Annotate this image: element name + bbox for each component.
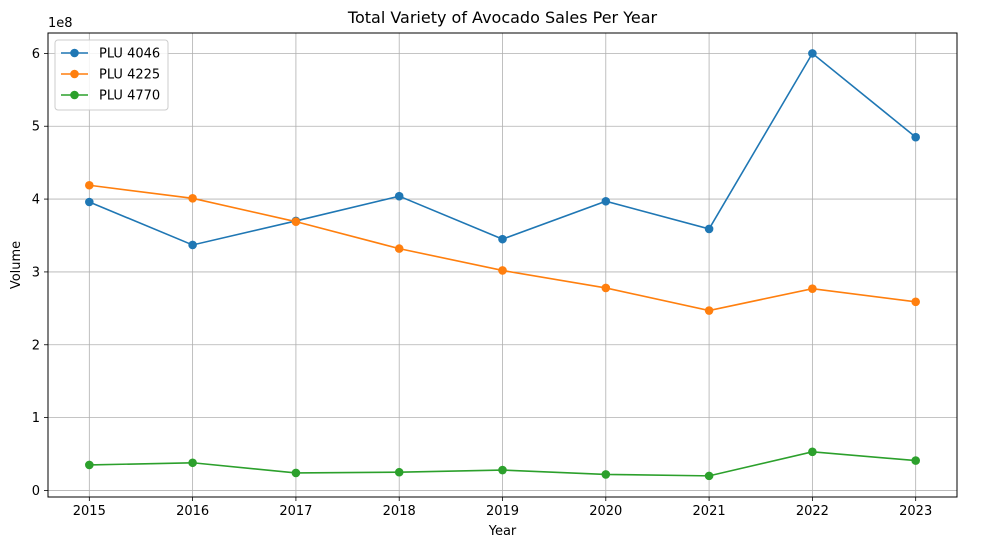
x-tick-label: 2020 bbox=[589, 504, 622, 519]
x-tick-label: 2018 bbox=[383, 504, 416, 519]
x-tick-label: 2021 bbox=[693, 504, 726, 519]
data-point bbox=[704, 471, 714, 481]
data-point bbox=[291, 468, 301, 478]
data-point bbox=[808, 49, 817, 58]
data-point bbox=[911, 297, 920, 307]
tick-layer: 2015 2016 2017 2018 2019 2020 2021 2022 2023 0 1 2 3… bbox=[32, 47, 933, 519]
x-axis-label: Year bbox=[488, 524, 517, 539]
legend-label: PLU 4225 bbox=[99, 68, 160, 83]
data-point bbox=[498, 266, 507, 275]
y-axis-offset-text: 1e8 bbox=[48, 16, 73, 31]
y-tick-label: 5 bbox=[32, 120, 40, 135]
series-layer bbox=[85, 49, 920, 481]
legend: PLU 4046 PLU 4225 PLU 4770 bbox=[54, 39, 169, 111]
legend-label: PLU 4046 bbox=[99, 47, 160, 62]
legend-box bbox=[54, 39, 169, 111]
data-point bbox=[291, 217, 301, 226]
x-tick-label: 2022 bbox=[796, 504, 829, 519]
y-axis-label: Volume bbox=[9, 241, 24, 289]
legend-marker bbox=[70, 69, 79, 79]
legend-marker bbox=[70, 48, 79, 58]
data-point bbox=[601, 470, 611, 479]
data-point bbox=[601, 283, 611, 293]
data-point bbox=[911, 456, 920, 465]
chart-title: Total Variety of Avocado Sales Per Year bbox=[347, 8, 658, 27]
y-tick-label: 4 bbox=[32, 193, 40, 208]
grid-layer bbox=[48, 33, 957, 497]
y-tick-label: 2 bbox=[32, 338, 40, 353]
data-point bbox=[394, 191, 404, 201]
data-point bbox=[704, 306, 714, 315]
data-point bbox=[601, 196, 611, 206]
y-tick-label: 1 bbox=[32, 411, 40, 426]
y-tick-label: 0 bbox=[32, 484, 40, 499]
x-tick-label: 2016 bbox=[176, 504, 209, 519]
x-tick-label: 2019 bbox=[486, 504, 519, 519]
data-point bbox=[498, 465, 507, 475]
data-point bbox=[704, 224, 714, 234]
x-tick-label: 2023 bbox=[899, 504, 932, 519]
data-point bbox=[85, 197, 94, 207]
data-point bbox=[808, 447, 817, 457]
data-point bbox=[188, 458, 197, 468]
data-point bbox=[394, 467, 404, 477]
data-point bbox=[85, 180, 94, 190]
y-tick-label: 6 bbox=[32, 47, 40, 62]
x-tick-label: 2015 bbox=[73, 504, 106, 519]
data-point bbox=[808, 284, 817, 293]
legend-marker bbox=[70, 90, 79, 100]
y-tick-label: 3 bbox=[32, 265, 40, 280]
data-point bbox=[85, 460, 94, 470]
legend-label: PLU 4770 bbox=[99, 89, 160, 104]
data-point bbox=[498, 234, 507, 244]
data-point bbox=[394, 244, 404, 253]
data-point bbox=[911, 132, 920, 142]
data-point bbox=[188, 240, 197, 250]
data-point bbox=[188, 194, 197, 203]
x-tick-label: 2017 bbox=[279, 504, 312, 519]
